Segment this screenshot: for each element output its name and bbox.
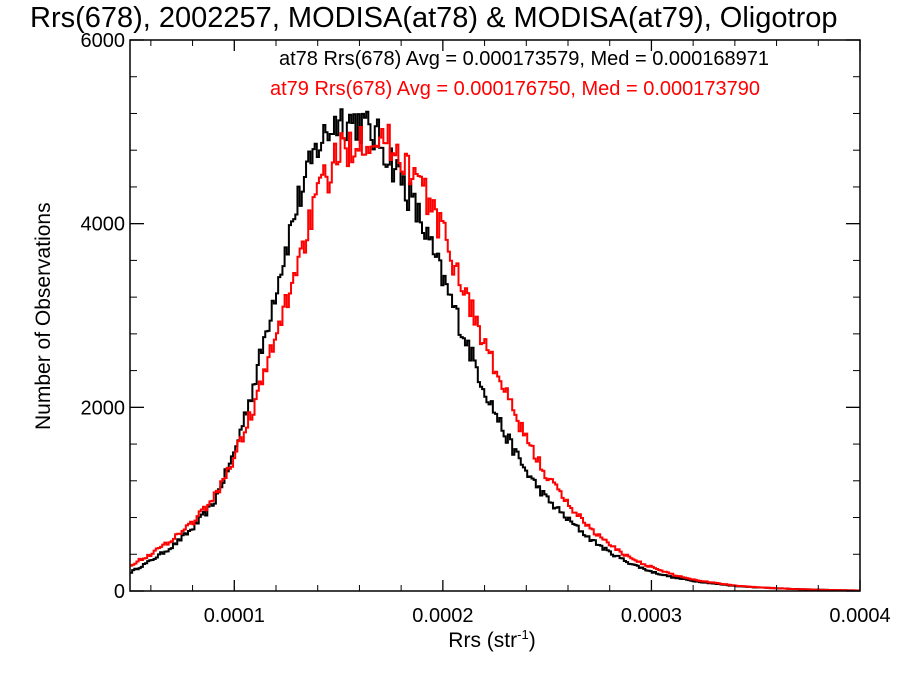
x-axis-label-superscript: -1 — [517, 627, 529, 642]
x-tick-label: 0.0004 — [829, 605, 890, 627]
series-layer — [130, 108, 860, 592]
y-axis-label: Number of Observations — [32, 202, 55, 430]
annotation-at78: at78 Rrs(678) Avg = 0.000173579, Med = 0… — [279, 48, 770, 70]
x-axis-label-text: Rrs (str — [448, 629, 518, 652]
annotation-at79: at79 Rrs(678) Avg = 0.000176750, Med = 0… — [270, 78, 761, 100]
y-tick-label: 2000 — [81, 397, 126, 419]
x-tick-label: 0.0001 — [204, 605, 265, 627]
histogram-series-at79 — [130, 123, 860, 592]
y-tick-label: 0 — [114, 581, 125, 603]
y-tick-label: 4000 — [81, 214, 126, 236]
x-tick-label: 0.0003 — [621, 605, 682, 627]
x-tick-label: 0.0002 — [412, 605, 473, 627]
plot-frame — [129, 39, 861, 592]
x-axis-label: Rrs (str-1) — [392, 627, 592, 653]
x-axis-label-close: ) — [528, 629, 536, 652]
histogram-series-at78 — [130, 108, 860, 592]
tick-layer: 0.0001 0.0002 0.0003 0.0004 0 2000 4000 6000 — [81, 30, 891, 627]
y-tick-label: 6000 — [81, 30, 126, 52]
chart-title: Rrs(678), 2002257, MODISA(at78) & MODISA… — [30, 2, 838, 34]
